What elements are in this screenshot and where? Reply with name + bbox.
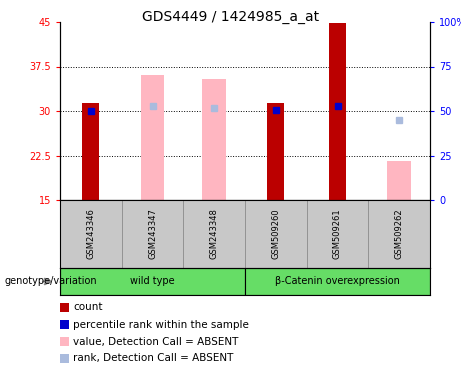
Text: GDS4449 / 1424985_a_at: GDS4449 / 1424985_a_at [142,10,319,24]
Text: wild type: wild type [130,276,175,286]
Text: GSM509262: GSM509262 [395,209,404,259]
Text: β-Catenin overexpression: β-Catenin overexpression [275,276,400,286]
Text: GSM509261: GSM509261 [333,209,342,259]
Text: genotype/variation: genotype/variation [5,276,97,286]
Text: value, Detection Call = ABSENT: value, Detection Call = ABSENT [73,336,238,346]
Bar [60,200,122,268]
Bar [267,103,284,200]
Bar [183,200,245,268]
Bar [60,268,245,295]
Text: rank, Detection Call = ABSENT: rank, Detection Call = ABSENT [73,354,233,364]
Bar [122,200,183,268]
Bar [82,103,100,200]
Bar [368,200,430,268]
Text: GSM243347: GSM243347 [148,209,157,260]
Bar [307,200,368,268]
Bar [141,75,164,200]
Text: GSM509260: GSM509260 [272,209,280,259]
Bar [329,23,346,200]
Bar [245,268,430,295]
Bar [202,79,226,200]
Text: GSM243346: GSM243346 [86,209,95,260]
Bar [245,200,307,268]
Text: GSM243348: GSM243348 [210,209,219,260]
Bar [387,161,411,200]
Text: percentile rank within the sample: percentile rank within the sample [73,319,249,329]
Text: count: count [73,303,102,313]
